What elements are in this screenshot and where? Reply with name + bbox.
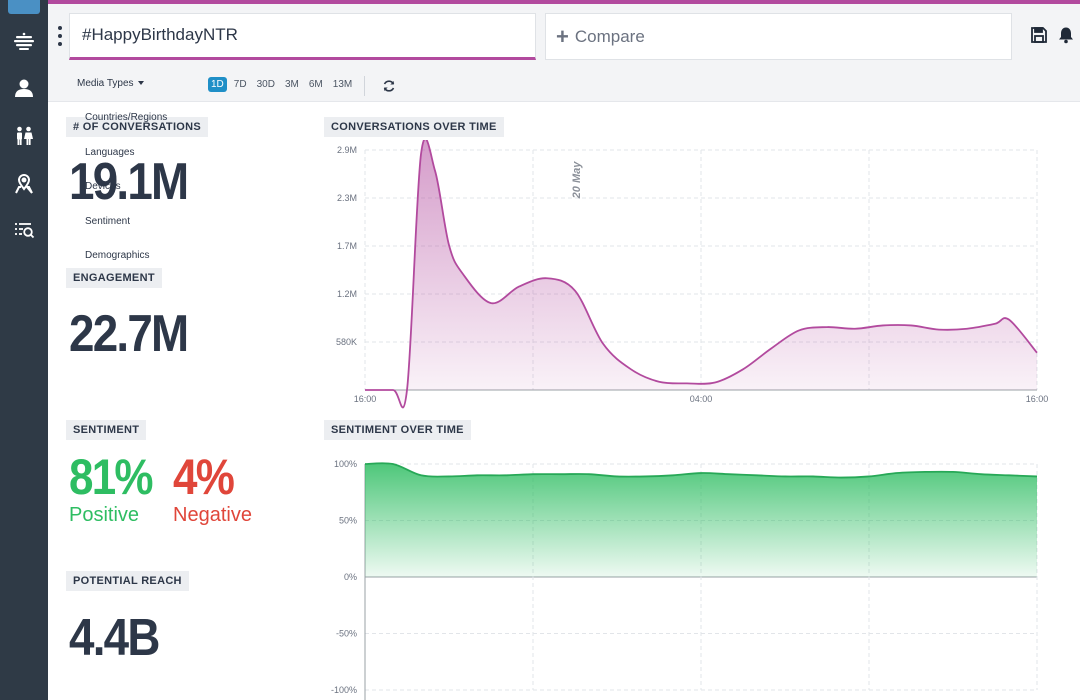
location-pin-icon [15,174,33,194]
conversations-label: # OF CONVERSATIONS [66,117,209,137]
media-types-label: Media Types [77,78,134,89]
menu-item-sentiment[interactable]: Sentiment [85,215,131,227]
people-icon [17,126,33,145]
sentiment-chart-title: SENTIMENT OVER TIME [324,420,471,440]
query-input[interactable]: #HappyBirthdayNTR [69,13,536,60]
user-icon [15,79,33,97]
sidebar-item-user[interactable] [0,68,48,108]
conversations-chart: 580K 1.2M 1.7M 2.3M 2.9M 16:00 04:00 16:00 20 Ma… [336,140,1049,409]
engagement-label: ENGAGEMENT [66,268,162,288]
reach-value: 4.4B [69,609,160,667]
query-text: #HappyBirthdayNTR [82,25,238,44]
x-tick-label: 16:00 [1026,394,1049,404]
sidebar-item-location[interactable] [0,164,48,204]
menu-item-countries[interactable]: Countries/Regions [85,112,168,123]
menu-item-devices[interactable]: Devices [85,181,121,192]
sentiment-area [365,463,1037,577]
range-7d[interactable]: 7D [233,79,247,90]
y-tick-label: 2.3M [337,193,357,203]
menu-item-demographics[interactable]: Demographics [85,250,150,261]
range-6m[interactable]: 6M [308,79,323,90]
date-annotation: 20 May [571,161,583,200]
x-tick-label: 04:00 [690,394,713,404]
y-tick-label: 2.9M [337,145,357,155]
negative-value: 4% [173,449,235,505]
range-1d[interactable]: 1D [208,77,227,92]
search-list-icon [15,223,35,239]
sidebar [0,0,48,700]
toolbar-divider [364,76,365,96]
sentiment-line [364,462,1038,479]
sidebar-item-people[interactable] [0,116,48,156]
menu-item-languages[interactable]: Languages [85,146,135,158]
compare-button[interactable]: + Compare [545,13,1012,60]
query-header: #HappyBirthdayNTR + Compare [48,4,1080,70]
y-tick-label: 1.7M [337,241,357,251]
engagement-value: 22.7M [69,305,189,363]
compare-label: Compare [574,26,645,46]
y-tick-label: 100% [334,459,357,469]
y-tick-label: 50% [339,516,357,526]
sidebar-active-indicator[interactable] [8,0,40,14]
plus-icon: + [556,23,569,49]
main-content: #HappyBirthdayNTR + Compare Media Types … [48,4,1080,700]
range-13m[interactable]: 13M [332,79,353,90]
range-30d[interactable]: 30D [256,79,275,90]
bell-icon[interactable] [1057,26,1075,44]
conversations-value: 19.1M [69,153,189,211]
y-tick-label: 580K [336,337,357,347]
conversations-chart-title: CONVERSATIONS OVER TIME [324,117,504,137]
positive-value: 81% [69,449,154,505]
x-tick-label: 16:00 [354,394,377,404]
sidebar-item-search-list[interactable] [0,210,48,250]
y-tick-label: 1.2M [337,289,357,299]
refresh-icon[interactable] [382,79,396,93]
conversations-line [364,140,1038,409]
positive-label: Positive [69,504,140,526]
y-tick-label: -100% [331,685,357,695]
stream-icon [14,32,34,50]
negative-label: Negative [173,504,252,526]
media-types-menu: Countries/Regions Languages Devices Sent… [78,111,248,284]
y-tick-label: 0% [344,572,357,582]
more-menu-icon[interactable] [54,26,66,46]
y-tick-label: -50% [336,629,357,639]
top-accent-strip [0,0,1080,4]
save-icon[interactable] [1030,26,1048,44]
range-3m[interactable]: 3M [284,79,299,90]
chevron-down-icon [137,81,144,86]
sentiment-chart: 100% 50% 0% -50% -100% [331,459,1038,700]
filter-toolbar: Media Types 1D 7D 30D 3M 6M 13M [48,70,1080,102]
time-range-selector: 1D 7D 30D 3M 6M 13M [208,77,355,92]
sidebar-item-stream[interactable] [0,22,48,62]
reach-label: POTENTIAL REACH [66,571,189,591]
sentiment-label: SENTIMENT [66,420,147,440]
conversations-area [365,140,1037,408]
media-types-dropdown[interactable]: Media Types [77,78,144,89]
